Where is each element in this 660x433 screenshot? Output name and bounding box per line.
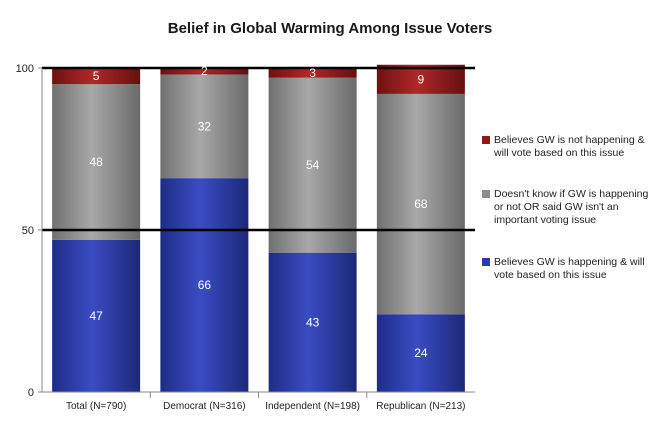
data-label: 66 — [198, 278, 212, 292]
data-label: 43 — [306, 315, 320, 329]
legend-label: Believes GW is not happening & will vote… — [494, 134, 645, 159]
bar-segment — [160, 74, 249, 179]
data-label: 2 — [201, 64, 208, 78]
bar-segment — [376, 64, 465, 94]
bar-segment — [376, 93, 465, 315]
data-label: 24 — [414, 346, 428, 360]
y-tick-label: 100 — [16, 63, 34, 75]
legend-swatch — [482, 258, 490, 266]
bar-segment — [160, 178, 249, 392]
legend-label: Believes GW is happening & will vote bas… — [494, 256, 645, 281]
bar-segment — [52, 84, 141, 240]
data-label: 48 — [89, 155, 103, 169]
data-label: 47 — [89, 309, 103, 323]
chart-title: Belief in Global Warming Among Issue Vot… — [167, 20, 493, 37]
y-tick-label: 50 — [22, 225, 34, 237]
x-tick-label: Independent (N=198) — [265, 401, 360, 412]
x-tick-label: Democrat (N=316) — [163, 401, 246, 412]
legend-label: Doesn't know if GW is happening or not O… — [494, 188, 649, 226]
y-tick-label: 0 — [28, 387, 34, 399]
bar-segment — [376, 314, 465, 392]
x-tick-label: Total (N=790) — [66, 401, 126, 412]
bar-segment — [52, 239, 141, 392]
data-label: 32 — [198, 119, 212, 133]
bar-segment — [268, 252, 357, 392]
data-label: 54 — [306, 158, 320, 172]
legend-swatch — [482, 190, 490, 198]
x-tick-label: Republican (N=213) — [376, 401, 465, 412]
bar-segment — [160, 68, 249, 75]
bar-segment — [268, 77, 357, 253]
legend-item: Believes GW is not happening & will vote… — [482, 134, 660, 160]
bar-segment — [52, 68, 141, 85]
bar-segment — [268, 68, 357, 78]
legend-item: Believes GW is happening & will vote bas… — [482, 256, 660, 282]
data-label: 9 — [418, 72, 425, 86]
legend-swatch — [482, 136, 490, 144]
data-label: 3 — [309, 66, 316, 80]
legend-item: Doesn't know if GW is happening or not O… — [482, 188, 660, 227]
data-label: 68 — [414, 197, 428, 211]
data-label: 5 — [93, 69, 100, 83]
